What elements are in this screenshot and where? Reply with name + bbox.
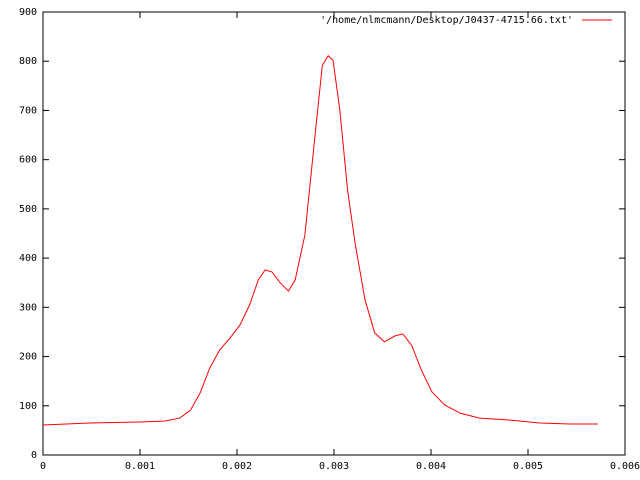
x-tick-label: 0.005 xyxy=(513,461,543,472)
y-tick-label: 800 xyxy=(19,56,37,67)
y-tick-label: 100 xyxy=(19,401,37,412)
y-tick-label: 500 xyxy=(19,204,37,215)
y-tick-label: 400 xyxy=(19,253,37,264)
y-tick-label: 0 xyxy=(31,450,37,461)
y-tick-label: 600 xyxy=(19,155,37,166)
legend-label: '/home/nlmcmann/Desktop/J0437-4715.66.tx… xyxy=(320,15,573,26)
plot-border xyxy=(42,11,626,456)
y-tick-label: 300 xyxy=(19,302,37,313)
x-tick-label: 0.002 xyxy=(222,461,252,472)
x-tick-label: 0.001 xyxy=(125,461,155,472)
x-tick-label: 0.003 xyxy=(319,461,349,472)
x-tick-label: 0 xyxy=(40,461,46,472)
y-tick-label: 900 xyxy=(19,7,37,18)
y-tick-label: 700 xyxy=(19,105,37,116)
y-tick-label: 200 xyxy=(19,352,37,363)
data-line xyxy=(42,55,598,426)
x-tick-label: 0.006 xyxy=(610,461,640,472)
x-tick-label: 0.004 xyxy=(416,461,446,472)
